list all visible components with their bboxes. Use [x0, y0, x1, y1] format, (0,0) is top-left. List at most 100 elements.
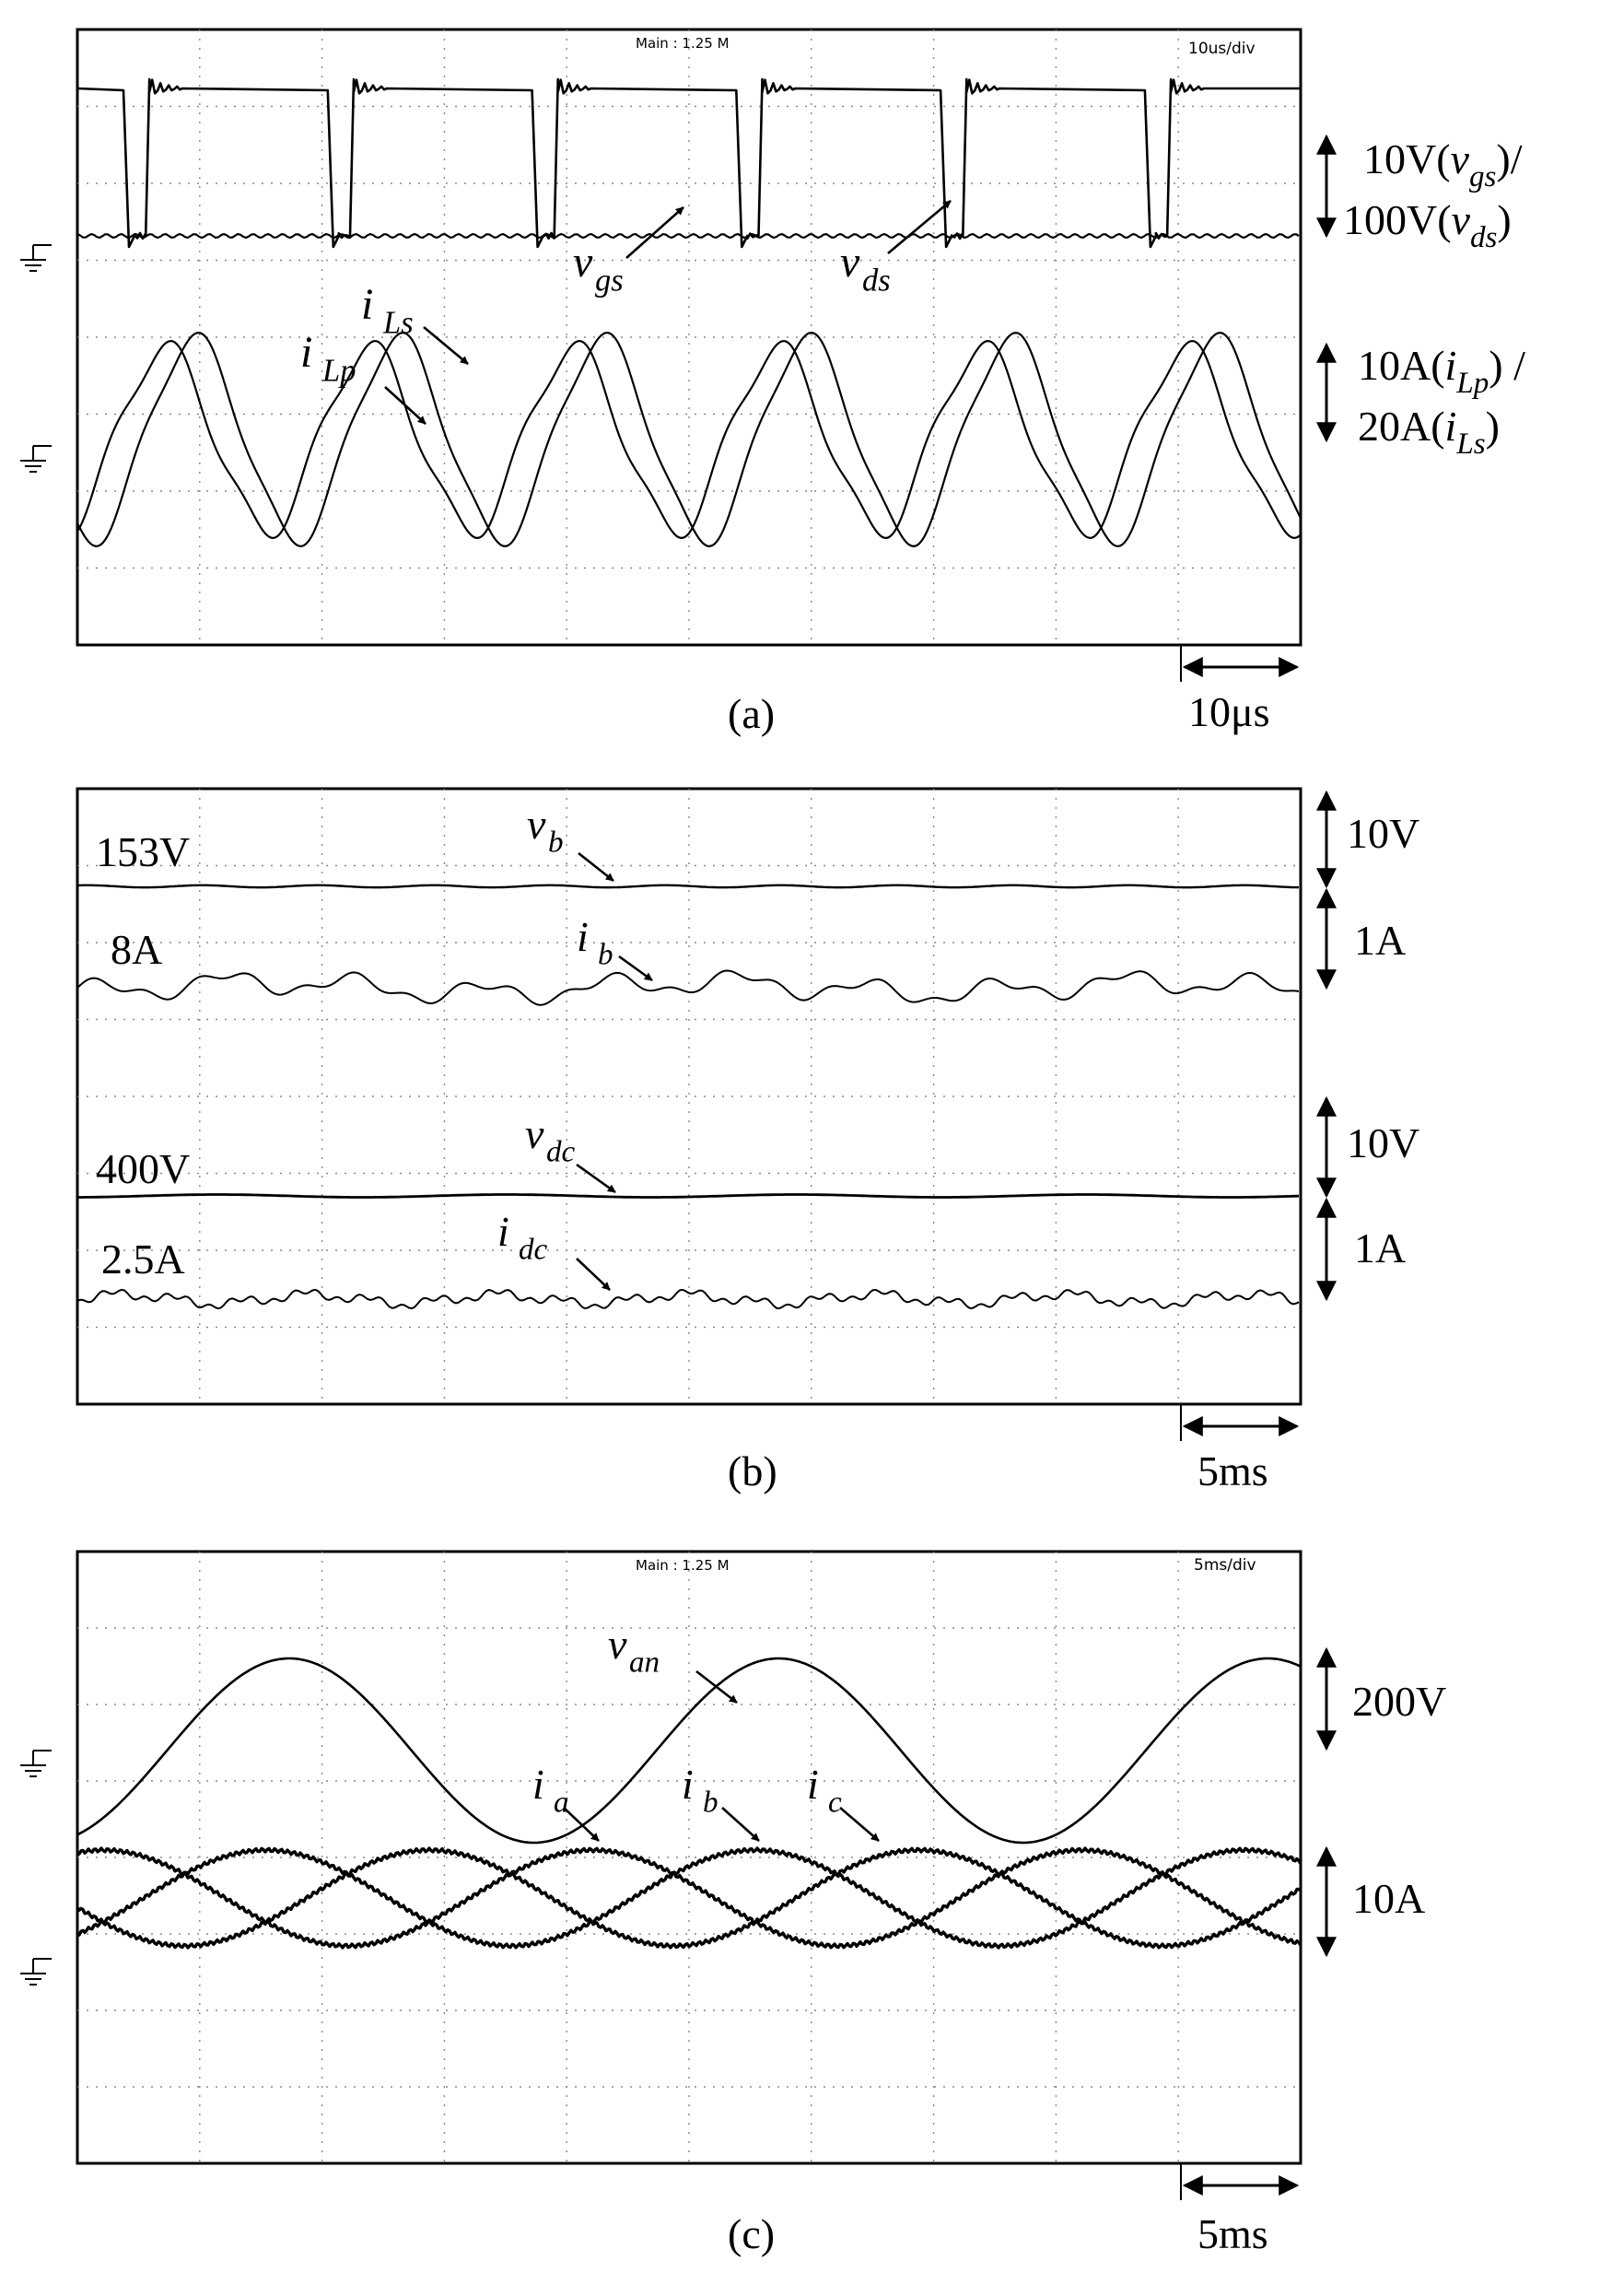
scale-label-iabc: 10A	[1352, 1875, 1425, 1922]
panel-b-screen	[76, 787, 1302, 1406]
panel-c-header-main: Main : 1.25 M	[636, 1557, 730, 1574]
scale-label-vds-part: ds	[1470, 220, 1497, 254]
panel-label-a: (a)	[728, 690, 775, 737]
trace-vgs	[76, 77, 1301, 249]
label-iLs-main: i	[361, 280, 373, 329]
level-label-idc: 2.5A	[101, 1236, 185, 1283]
trace-ia	[76, 1846, 1302, 1950]
arrow-ib	[618, 955, 653, 982]
ground-a-2	[20, 445, 52, 473]
scale-label-iLs: 20A(iLs)	[1358, 403, 1500, 461]
label-vgs: v gs	[573, 238, 624, 298]
arrow-iLs	[423, 326, 469, 365]
ground-c-2	[20, 1958, 52, 1986]
label-ib-sub: b	[598, 938, 613, 972]
label-vdc: v dc	[525, 1110, 576, 1169]
trace-vb	[76, 884, 1300, 889]
scale-label-iLs-part: Ls	[1455, 427, 1485, 461]
label-idc-main: i	[497, 1208, 509, 1255]
label-ic-sub: c	[828, 1786, 842, 1820]
level-label-vb: 153V	[96, 828, 190, 875]
panel-label-c: (c)	[728, 2210, 775, 2257]
scale-label-vds-part: )	[1497, 196, 1511, 243]
time-label-c: 5ms	[1197, 2210, 1268, 2257]
arrow-iLp	[384, 386, 426, 425]
arrow-van	[695, 1669, 738, 1704]
label-iLs: i Ls	[361, 280, 414, 340]
scale-label-vdc: 10V	[1347, 1119, 1419, 1166]
scale-label-vgs-part: 10V(	[1363, 135, 1451, 182]
label-iLp: i Lp	[300, 328, 356, 388]
arrow-ib-c	[721, 1807, 760, 1842]
label-iLp-sub: Lp	[321, 353, 356, 388]
label-van-main: v	[608, 1621, 627, 1668]
scale-label-iLp: 10A(iLp) /	[1358, 342, 1525, 400]
scale-label-iLp-part: 10A(	[1358, 342, 1445, 389]
scale-label-vb: 10V	[1347, 810, 1419, 857]
ground-a-1	[20, 244, 52, 272]
scale-label-vgs: 10V(vgs)/	[1363, 135, 1523, 193]
label-idc: i dc	[497, 1208, 548, 1267]
trace-van	[76, 1657, 1302, 1845]
label-van: v an	[608, 1621, 660, 1680]
trace-idc	[76, 1288, 1300, 1310]
label-vds-sub: ds	[862, 263, 891, 298]
arrow-idc	[576, 1258, 611, 1291]
arrow-ic	[839, 1807, 880, 1842]
label-vgs-main: v	[573, 238, 593, 287]
scale-label-iLp-part: i	[1445, 342, 1457, 389]
level-label-vdc: 400V	[96, 1145, 190, 1192]
label-ia-main: i	[532, 1761, 544, 1808]
label-vdc-main: v	[525, 1110, 544, 1157]
label-ib-c-sub: b	[703, 1786, 718, 1820]
trace-ic	[76, 1846, 1302, 1950]
arrow-vb	[578, 851, 614, 883]
scale-label-vgs-part: v	[1451, 135, 1470, 182]
panel-c-header-timebase: 5ms/div	[1194, 1556, 1256, 1575]
scale-label-iLp-part: Lp	[1455, 366, 1489, 400]
scale-label-vds-part: v	[1452, 196, 1471, 243]
panel-c-screen	[76, 1550, 1302, 2165]
scale-label-iLs-part: i	[1445, 403, 1457, 450]
level-label-ib: 8A	[111, 926, 162, 973]
label-ib-c-main: i	[682, 1761, 694, 1808]
label-ib-main: i	[577, 913, 589, 960]
scale-label-iLs-part: )	[1486, 403, 1500, 450]
trace-iLs	[76, 332, 1302, 547]
time-label-b: 5ms	[1197, 1447, 1268, 1494]
label-iLs-sub: Ls	[382, 305, 414, 340]
label-ic-main: i	[807, 1761, 819, 1808]
scale-label-vds-part: 100V(	[1343, 196, 1452, 243]
time-label-a: 10μs	[1188, 688, 1270, 735]
arrow-vgs	[625, 206, 684, 259]
arrow-vds	[887, 200, 952, 254]
panel-a-screen	[76, 28, 1302, 647]
trace-ib	[76, 969, 1300, 1006]
trace-ib-c	[76, 1846, 1302, 1950]
scale-label-van: 200V	[1352, 1678, 1446, 1725]
scale-label-ib: 1A	[1354, 917, 1406, 964]
trace-vdc	[77, 1193, 1300, 1199]
panel-a-header-timebase: 10us/div	[1188, 40, 1256, 58]
scale-label-iLs-part: 20A(	[1358, 403, 1445, 450]
label-vds: v ds	[840, 238, 891, 298]
trace-iLp	[76, 340, 1302, 539]
label-ia-sub: a	[554, 1786, 569, 1820]
scale-label-iLp-part: ) /	[1489, 342, 1525, 389]
scale-label-idc: 1A	[1354, 1224, 1406, 1271]
panel-label-b: (b)	[728, 1447, 777, 1494]
ground-c-1	[20, 1750, 52, 1777]
label-vdc-sub: dc	[546, 1135, 576, 1169]
scale-label-vds: 100V(vds)	[1343, 196, 1512, 254]
panel-a-header-main: Main : 1.25 M	[636, 35, 730, 52]
label-van-sub: an	[629, 1646, 660, 1680]
trace-vds	[76, 232, 1300, 240]
label-iLp-main: i	[300, 328, 312, 377]
label-idc-sub: dc	[519, 1233, 548, 1267]
label-vb-main: v	[527, 801, 546, 848]
